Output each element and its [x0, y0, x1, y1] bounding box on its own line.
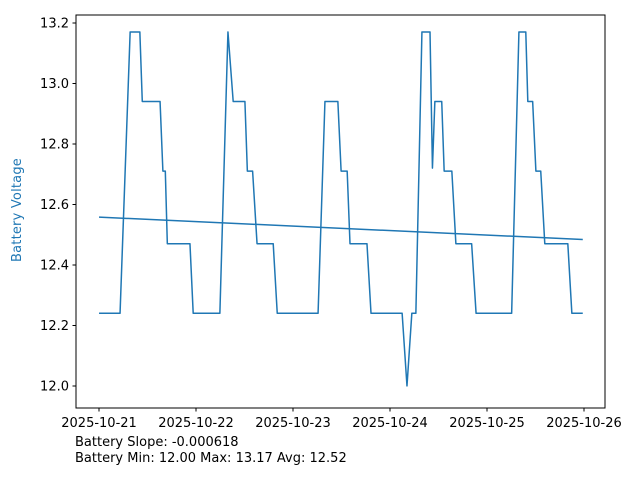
- y-tick-label: 12.4: [40, 258, 69, 273]
- battery-voltage-line: [99, 31, 583, 387]
- y-tick-label: 12.2: [40, 319, 69, 334]
- y-tick-label: 13.2: [40, 16, 69, 31]
- y-tick-label: 12.8: [40, 137, 69, 152]
- x-tick-label: 2025-10-22: [158, 416, 234, 431]
- x-tick-label: 2025-10-24: [352, 416, 428, 431]
- x-tick-label: 2025-10-25: [449, 416, 525, 431]
- y-tick-label: 12.0: [40, 379, 69, 394]
- x-tick-label: 2025-10-26: [546, 416, 622, 431]
- y-tick-label: 13.0: [40, 77, 69, 92]
- annotation-slope-line: Battery Slope: -0.000618: [75, 435, 239, 450]
- x-tick-label: 2025-10-23: [255, 416, 331, 431]
- y-tick-label: 12.6: [40, 198, 69, 213]
- y-axis-label: Battery Voltage: [10, 158, 25, 263]
- battery-trend-line: [99, 216, 583, 241]
- plot-border: [75, 14, 606, 409]
- x-tick-label: 2025-10-21: [61, 416, 137, 431]
- annotation-minmax-line: Battery Min: 12.00 Max: 13.17 Avg: 12.52: [75, 450, 347, 466]
- chart-annotation: Battery Slope: -0.000618 Battery Min: 12…: [75, 435, 347, 466]
